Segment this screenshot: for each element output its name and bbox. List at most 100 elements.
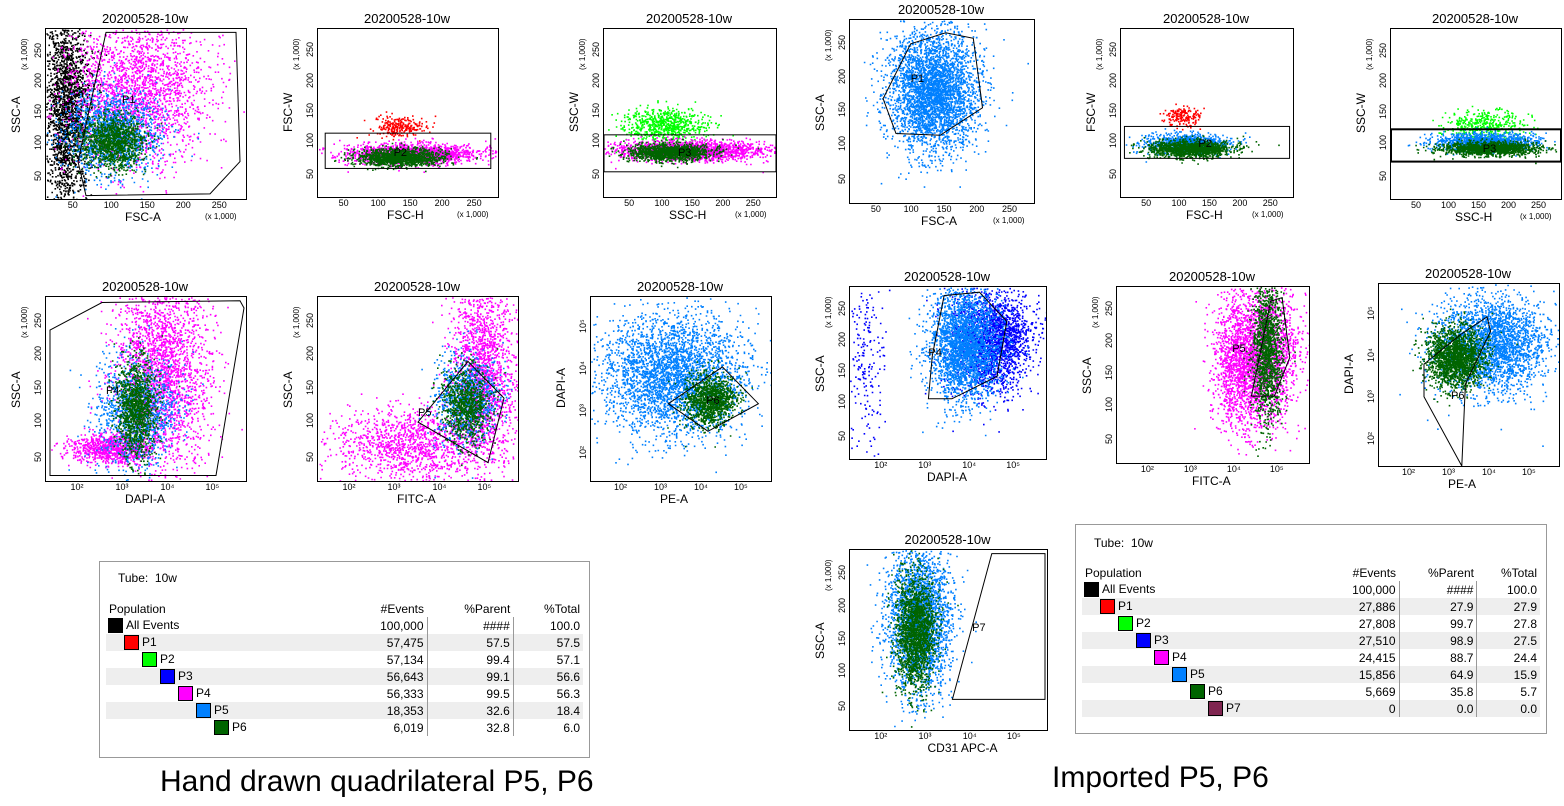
y-axis-label: SSC-A: [813, 622, 827, 659]
x-tick-label: 150: [1471, 200, 1487, 210]
table-row[interactable]: P5 18,353 32.6 18.4: [106, 702, 583, 719]
x-axis-label: FSC-A: [125, 210, 161, 224]
plot-title: 20200528-10w: [645, 11, 733, 26]
table-row[interactable]: P7 0 0.0 0.0: [1082, 700, 1540, 717]
table-row[interactable]: P3 27,510 98.9 27.5: [1082, 632, 1540, 649]
events-cell: 56,643: [344, 668, 427, 685]
p4-left-points: [1203, 288, 1287, 456]
gate-p6[interactable]: [1423, 315, 1492, 466]
events-cell: 100,000: [380, 618, 424, 633]
p6-points: [667, 359, 753, 448]
y-tick-label: 150: [33, 104, 43, 120]
y-tick-label: 200: [1108, 72, 1118, 88]
gate-p7[interactable]: [951, 553, 1046, 700]
x-axis-label: PE-A: [660, 492, 689, 506]
plot-area[interactable]: P4: [849, 286, 1047, 460]
plot-area[interactable]: P4: [45, 296, 247, 482]
p1-points: [1159, 103, 1205, 131]
events-cell: 18,353: [344, 702, 427, 719]
y-tick-label: 250: [1104, 301, 1114, 317]
plot-area[interactable]: P2: [317, 28, 499, 198]
gate-label: P3: [677, 146, 692, 159]
gate-label: P6: [1451, 389, 1465, 402]
y-axis-label: SSC-W: [567, 92, 581, 132]
population-cell: P5: [1082, 666, 1325, 683]
gate-p5[interactable]: [417, 360, 505, 464]
plot-area[interactable]: P6: [590, 296, 772, 482]
y-axis-label: SSC-A: [9, 96, 23, 133]
gate-p3[interactable]: [604, 134, 776, 173]
p6-points: [431, 348, 518, 467]
population-color-swatch: [1100, 599, 1115, 615]
total-cell: 5.7: [1476, 683, 1540, 700]
table-row[interactable]: P1 57,475 57.5 57.5: [106, 634, 583, 651]
p5-points: [863, 20, 1029, 188]
y-tick-label: 50: [33, 170, 43, 181]
plot-area[interactable]: P3: [1390, 28, 1562, 200]
scatter-canvas: [850, 287, 1046, 457]
y-tick-label: 200: [1104, 333, 1114, 349]
table-row[interactable]: P3 56,643 99.1 56.6: [106, 668, 583, 685]
scatter-canvas: [1399, 284, 1559, 466]
y-tick-label: 150: [837, 102, 847, 118]
y-tick-label: 200: [33, 73, 43, 89]
gate-p6[interactable]: [667, 366, 760, 432]
y-tick-label: 100: [305, 133, 315, 149]
gate-p3[interactable]: [1391, 128, 1561, 163]
gate-p2[interactable]: [324, 132, 492, 169]
x-axis-label: FITC-A: [1192, 474, 1231, 488]
table-row[interactable]: P6 6,019 32.8 6.0: [106, 719, 583, 736]
y-tick-label: 150: [1108, 103, 1118, 119]
plot-area[interactable]: P1: [45, 28, 247, 200]
plot-area[interactable]: P6: [1378, 283, 1560, 467]
population-color-swatch: [1084, 582, 1099, 598]
x-axis-label: CD31 APC-A: [927, 741, 998, 755]
events-cell: 57,134: [386, 652, 424, 667]
table-row[interactable]: P5 15,856 64.9 15.9: [1082, 666, 1540, 683]
table-row[interactable]: P4 24,415 88.7 24.4: [1082, 649, 1540, 666]
gate-p5[interactable]: [1250, 296, 1291, 397]
gate-p4[interactable]: [49, 300, 245, 476]
table-row[interactable]: P4 56,333 99.5 56.3: [106, 685, 583, 702]
total-cell: 0.0: [1476, 700, 1540, 717]
gate-label: P4: [928, 347, 942, 360]
table-row[interactable]: P1 27,886 27.9 27.9: [1082, 598, 1540, 615]
gate-p4[interactable]: [927, 291, 1008, 400]
population-color-swatch: [1172, 667, 1187, 683]
y-tick-label: 50: [1378, 170, 1388, 181]
population-color-swatch: [160, 669, 175, 685]
events-cell: 6,019: [393, 720, 424, 735]
events-cell: 5,669: [1365, 684, 1396, 699]
p5-points: [591, 297, 771, 474]
plot-area[interactable]: P1: [849, 19, 1035, 204]
gate-p1[interactable]: [882, 32, 984, 136]
population-name: P5: [214, 702, 229, 717]
population-cell: P5: [106, 702, 345, 719]
gate-p1[interactable]: [77, 31, 241, 197]
x-tick-label: 250: [1262, 198, 1278, 208]
y-axis-label: SSC-A: [813, 93, 827, 131]
table-row[interactable]: P2 57,134 99.4 57.1: [106, 651, 583, 668]
table-row[interactable]: P2 27,808 99.7 27.8: [1082, 615, 1540, 632]
table-row[interactable]: P6 5,669 35.8 5.7: [1082, 683, 1540, 700]
x-tick-label: 10⁵: [1006, 460, 1020, 470]
table-row[interactable]: All Events 100,000 #### 100.0: [1082, 581, 1540, 598]
x-tick-label: 200: [1232, 198, 1248, 208]
y-tick-label: 100: [837, 135, 847, 151]
plot-area[interactable]: P2: [1120, 28, 1294, 198]
plot-area[interactable]: P3: [603, 28, 777, 198]
gate-p2[interactable]: [1123, 125, 1291, 159]
caption-left: Hand drawn quadrilateral P5, P6: [160, 765, 594, 798]
plot-area[interactable]: P5: [1116, 286, 1310, 464]
population-cell: P6: [1082, 683, 1324, 700]
x-tick-label: 100: [1441, 200, 1457, 210]
plot-area[interactable]: P7: [849, 549, 1048, 731]
plot-title: 20200528-10w: [1431, 11, 1519, 26]
plot-area[interactable]: P5: [317, 296, 519, 482]
parent-cell: 35.8: [1398, 683, 1477, 700]
table-row[interactable]: All Events 100,000 #### 100.0: [106, 617, 583, 634]
population-color-swatch: [1208, 701, 1223, 717]
p6-points: [1415, 138, 1558, 165]
total-cell: 57.5: [512, 634, 583, 651]
population-name: All Events: [126, 617, 180, 632]
